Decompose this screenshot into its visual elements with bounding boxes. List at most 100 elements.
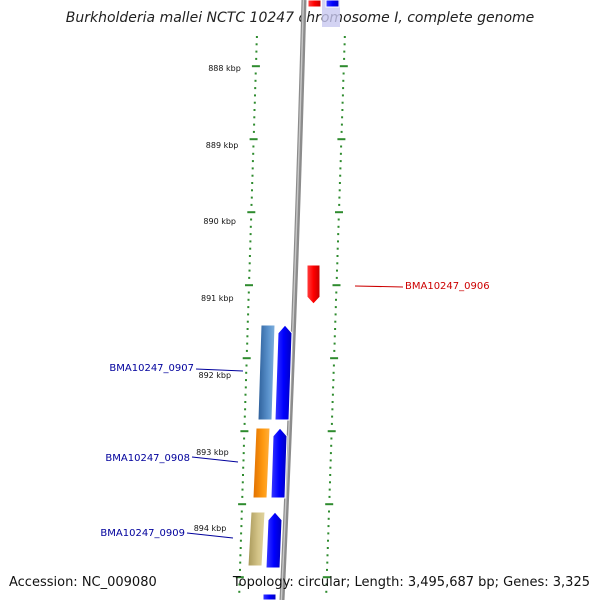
map-title: Burkholderia mallei NCTC 10247 chromosom…	[65, 10, 535, 26]
scale-minor-tick	[331, 393, 334, 396]
scale-minor-tick	[326, 547, 329, 549]
scale-minor-tick	[254, 72, 257, 75]
scale-minor-tick	[240, 510, 243, 513]
scale-minor-tick	[330, 437, 333, 440]
leader-line-0908	[191, 456, 239, 463]
gene-label-0908[interactable]: BMA10247_0908	[105, 453, 190, 464]
scale-minor-tick	[335, 276, 338, 279]
scale-minor-tick	[248, 262, 251, 265]
scale-minor-tick	[336, 255, 339, 257]
scale-major-tick	[240, 430, 249, 433]
scale-minor-tick	[247, 313, 250, 316]
gene-label-0907[interactable]: BMA10247_0907	[109, 363, 194, 374]
scale-minor-tick	[251, 189, 253, 192]
scale-minor-tick	[249, 247, 252, 250]
cog-bar-0907	[257, 324, 276, 421]
gene-BMA10247_0909	[265, 511, 283, 569]
scale-minor-tick	[245, 371, 248, 374]
gene-label-0909[interactable]: BMA10247_0909	[100, 528, 185, 539]
scale-tick-label: 892 kbp	[198, 371, 231, 380]
scale-minor-tick	[331, 401, 334, 403]
scale-minor-tick	[339, 160, 342, 163]
gene-label-0906[interactable]: BMA10247_0906	[405, 281, 490, 292]
scale-minor-tick	[341, 116, 344, 119]
scale-minor-tick	[332, 386, 335, 389]
topology-text: Topology: circular; Length: 3,495,687 bp…	[232, 575, 590, 590]
scale-minor-tick	[329, 474, 332, 476]
scale-minor-tick	[343, 43, 346, 46]
scale-minor-tick	[327, 517, 330, 520]
scale-major-tick	[245, 284, 253, 287]
leader-line-0909	[186, 532, 234, 539]
scale-minor-tick	[254, 87, 257, 90]
scale-minor-tick	[340, 123, 343, 126]
scale-minor-tick	[335, 291, 338, 294]
scale-minor-tick	[248, 255, 251, 257]
scale-minor-tick	[330, 422, 333, 425]
scale-tick-label: 889 kbp	[206, 141, 239, 150]
scale-minor-tick	[246, 328, 249, 330]
scale-minor-tick	[328, 495, 331, 498]
scale-minor-tick	[342, 72, 345, 75]
scale-minor-tick	[244, 393, 247, 396]
scale-minor-tick	[340, 145, 343, 148]
scale-minor-tick	[249, 240, 252, 243]
scale-minor-tick	[240, 517, 243, 520]
scale-minor-tick	[337, 240, 339, 243]
cog-bar-0909	[247, 511, 266, 567]
gene-BMA10247_0908	[270, 427, 288, 499]
scale-tick-label: 891 kbp	[201, 294, 234, 303]
scale-minor-tick	[327, 525, 330, 528]
scale-minor-tick	[246, 320, 249, 323]
scale-minor-tick	[255, 36, 258, 38]
scale-minor-tick	[255, 50, 258, 53]
scale-minor-tick	[330, 444, 333, 447]
scale-major-tick	[337, 138, 346, 141]
scale-minor-tick	[239, 554, 242, 557]
scale-minor-tick	[334, 328, 337, 330]
scale-minor-tick	[326, 568, 328, 571]
gene-bottom-blue	[262, 593, 277, 600]
scale-minor-tick	[254, 79, 257, 82]
scale-minor-tick	[343, 50, 346, 53]
scale-minor-tick	[333, 335, 336, 338]
scale-minor-tick	[342, 79, 345, 82]
scale-minor-tick	[329, 459, 332, 462]
scale-tick-label: 894 kbp	[194, 524, 227, 533]
scale-minor-tick	[336, 247, 339, 250]
scale-minor-tick	[339, 167, 342, 170]
scale-minor-tick	[341, 109, 344, 111]
scale-minor-tick	[253, 123, 256, 126]
scale-minor-tick	[326, 561, 329, 564]
scale-minor-tick	[332, 364, 335, 367]
scale-minor-tick	[341, 101, 344, 104]
scale-minor-tick	[325, 583, 328, 586]
scale-minor-tick	[248, 269, 251, 272]
scale-dots-right	[322, 36, 348, 593]
scale-major-tick	[247, 211, 256, 214]
scale-minor-tick	[329, 452, 332, 455]
scale-minor-tick	[336, 262, 339, 265]
scale-minor-tick	[254, 94, 256, 97]
scale-major-tick	[249, 138, 258, 141]
scale-minor-tick	[328, 510, 330, 513]
scale-minor-tick	[253, 101, 256, 104]
scale-major-tick	[339, 65, 348, 68]
scale-minor-tick	[238, 583, 241, 586]
scale-minor-tick	[255, 57, 258, 60]
scale-minor-tick	[336, 269, 338, 272]
scale-minor-tick	[337, 233, 340, 236]
scale-major-tick	[242, 357, 251, 360]
scale-major-tick	[335, 211, 343, 214]
scale-minor-tick	[342, 87, 345, 90]
scale-tick-label: 893 kbp	[196, 448, 229, 457]
scale-major-tick	[332, 284, 341, 287]
scale-minor-tick	[251, 174, 254, 177]
scale-minor-tick	[242, 444, 245, 447]
scale-minor-tick	[343, 36, 346, 38]
scale-minor-tick	[242, 474, 244, 476]
scale-minor-tick	[239, 539, 242, 542]
scale-minor-tick	[251, 160, 254, 163]
scale-minor-tick	[240, 525, 243, 528]
scale-minor-tick	[326, 554, 329, 557]
